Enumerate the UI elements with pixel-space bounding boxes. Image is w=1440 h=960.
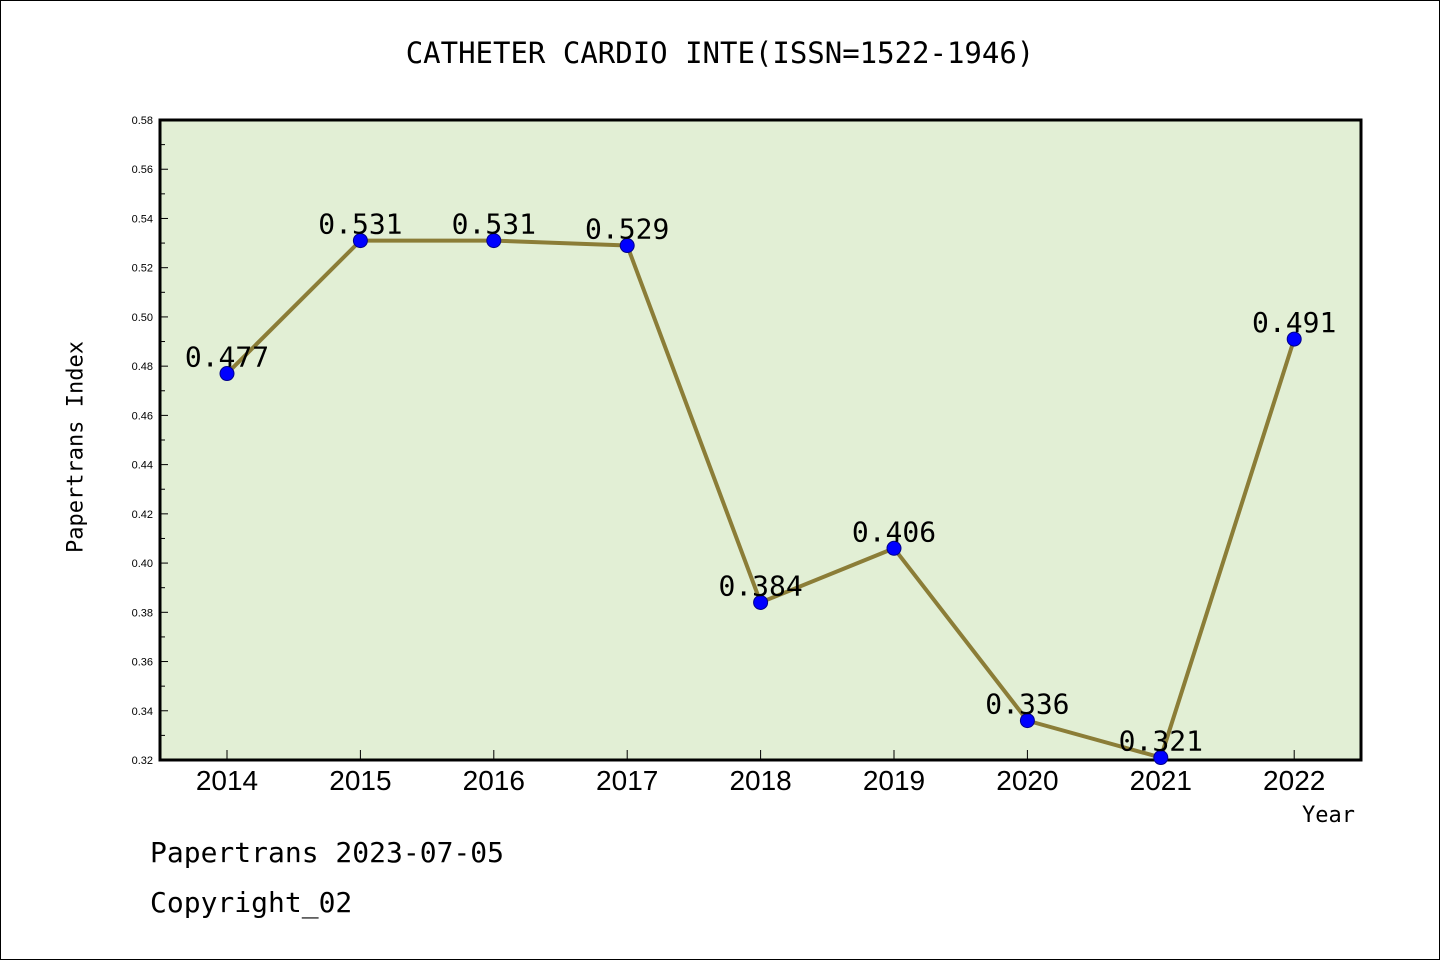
x-tick-label: 2014: [196, 765, 258, 796]
data-point: [1153, 750, 1169, 766]
data-label: 0.477: [185, 341, 269, 374]
data-label: 0.336: [985, 688, 1069, 721]
data-point: [352, 233, 368, 249]
y-tick-label: 0.38: [132, 607, 153, 619]
y-tick-label: 0.56: [132, 164, 153, 176]
data-point: [1019, 713, 1035, 729]
y-tick-label: 0.40: [132, 558, 153, 570]
x-tick-label: 2015: [329, 765, 391, 796]
x-tick-label: 2022: [1263, 765, 1325, 796]
y-tick-label: 0.50: [132, 312, 153, 324]
y-axis: 0.32 0.34 0.36 0.38 0.40 0.42 0.44 0.46 0.48 0.50…: [132, 115, 168, 767]
data-point: [619, 238, 635, 254]
y-tick-label: 0.42: [132, 509, 153, 521]
data-point: [486, 233, 502, 249]
data-label: 0.384: [718, 569, 802, 602]
chart-title: CATHETER CARDIO INTE(ISSN=1522-1946): [405, 36, 1035, 70]
data-point: [1286, 331, 1302, 347]
data-label: 0.406: [852, 515, 936, 548]
y-tick-label: 0.32: [132, 755, 153, 767]
data-markers: [219, 233, 1302, 766]
y-tick-label: 0.34: [132, 706, 153, 718]
footer-copyright: Copyright_02: [150, 886, 353, 919]
data-label: 0.531: [318, 208, 402, 241]
y-tick-label: 0.58: [132, 115, 153, 127]
y-tick-label: 0.46: [132, 410, 153, 422]
x-tick-label: 2021: [1130, 765, 1192, 796]
y-axis-title: Papertrans Index: [63, 341, 89, 553]
x-tick-label: 2018: [729, 765, 791, 796]
y-tick-label: 0.48: [132, 361, 153, 373]
x-tick-label: 2019: [863, 765, 925, 796]
y-tick-label: 0.44: [132, 460, 153, 472]
data-point: [753, 594, 769, 610]
plot-area: [158, 118, 1363, 762]
x-tick-label: 2016: [463, 765, 525, 796]
data-point: [886, 540, 902, 556]
footer-date: Papertrans 2023-07-05: [150, 836, 505, 869]
data-label: 0.491: [1252, 306, 1336, 339]
data-point: [219, 366, 235, 382]
y-tick-label: 0.52: [132, 263, 153, 275]
data-label: 0.531: [452, 208, 536, 241]
data-labels: 0.477 0.531 0.531 0.529 0.384 0.406 0.336 0.321…: [185, 208, 1336, 758]
data-label: 0.321: [1119, 725, 1203, 758]
y-tick-label: 0.54: [132, 213, 153, 225]
x-tick-label: 2017: [596, 765, 658, 796]
x-tick-label: 2020: [996, 765, 1058, 796]
x-axis: 2014 2015 2016 2017 2018 2019 2020 2021 2022: [196, 750, 1325, 796]
y-tick-label: 0.36: [132, 657, 153, 669]
data-label: 0.529: [585, 213, 669, 246]
x-axis-title: Year: [1302, 803, 1355, 828]
